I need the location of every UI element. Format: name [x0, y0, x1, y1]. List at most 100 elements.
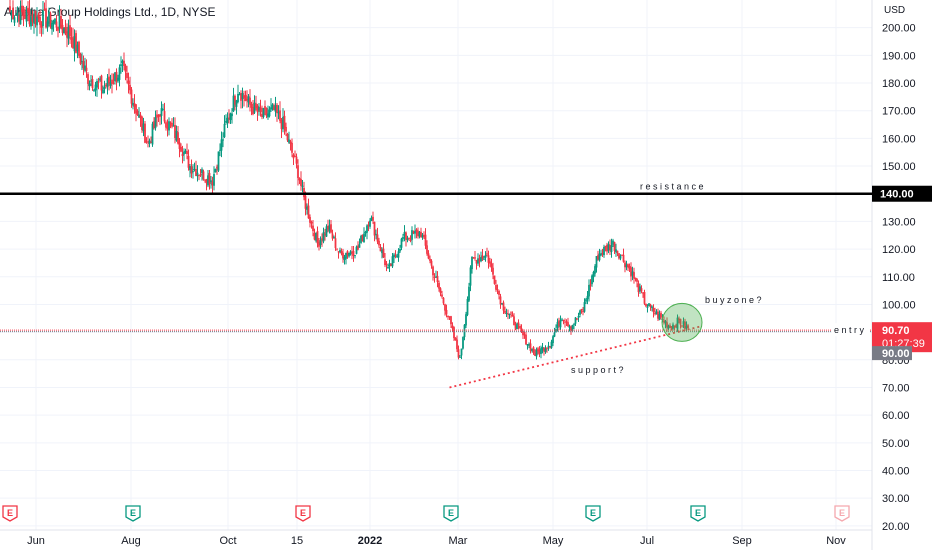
candle-body — [255, 103, 257, 109]
candle-body — [367, 224, 370, 226]
candle-body — [484, 254, 487, 258]
candle-body — [565, 321, 568, 323]
candle-body — [192, 171, 194, 173]
candle-body — [501, 303, 503, 305]
y-tick-label: 130.00 — [882, 216, 916, 228]
candle-body — [97, 81, 100, 83]
candle-body — [355, 246, 358, 254]
buyzone-circle[interactable] — [661, 302, 703, 342]
earnings-marker[interactable] — [690, 505, 706, 522]
candle-body — [390, 263, 392, 266]
candle-body — [130, 89, 133, 104]
candle-body — [451, 325, 454, 329]
candle-body — [507, 313, 509, 315]
candle-body — [610, 245, 613, 253]
candle-body — [213, 174, 215, 186]
earnings-marker[interactable] — [295, 505, 311, 522]
candle-body — [211, 181, 214, 186]
last-price-value: 90.70 — [882, 325, 910, 337]
candle-body — [316, 231, 319, 244]
candle-body — [459, 356, 461, 358]
candle-body — [169, 122, 172, 124]
candle-body — [142, 123, 145, 132]
candle-body — [52, 20, 55, 25]
candle-body — [643, 291, 646, 304]
candle-body — [318, 242, 320, 247]
candle-body — [216, 166, 218, 169]
candle-body — [208, 173, 211, 184]
candle-body — [363, 233, 365, 243]
candle-body — [265, 108, 268, 116]
candle-body — [445, 309, 448, 315]
support-label: s u p p o r t ? — [571, 365, 624, 375]
candle-body — [393, 254, 395, 258]
candle-body — [612, 240, 614, 245]
candle-body — [339, 250, 341, 253]
candle-body — [147, 141, 149, 143]
candle-body — [57, 27, 59, 31]
secondary-price-tag — [872, 346, 912, 361]
earnings-marker[interactable] — [2, 505, 18, 522]
candle-body — [547, 345, 550, 348]
candle-body — [264, 106, 266, 109]
candle-body — [426, 245, 428, 254]
candle-body — [268, 109, 271, 117]
earnings-marker[interactable] — [125, 505, 141, 522]
candle-body — [180, 146, 182, 152]
candle-body — [658, 314, 661, 320]
candle-body — [49, 13, 52, 28]
candle-body — [532, 347, 535, 353]
candle-body — [444, 304, 446, 311]
candle-body — [100, 75, 103, 91]
y-tick-label: 120.00 — [882, 244, 916, 256]
candle-body — [258, 106, 260, 111]
earnings-marker[interactable] — [443, 505, 459, 522]
candle-body — [651, 306, 653, 308]
y-tick-label: 190.00 — [882, 50, 916, 62]
candle-body — [514, 325, 517, 329]
candle-body — [636, 278, 638, 282]
candle-body — [78, 41, 80, 56]
candle-body — [12, 7, 14, 20]
candle-body — [48, 11, 50, 24]
candle-body — [99, 78, 101, 81]
candle-body — [607, 244, 610, 251]
candle-body — [270, 107, 272, 110]
candle-body — [403, 231, 406, 236]
candle-body — [84, 65, 86, 71]
candle-body — [585, 299, 587, 302]
candle-body — [222, 139, 224, 141]
candle-body — [550, 341, 553, 348]
candle-body — [525, 334, 527, 345]
candle-body — [513, 316, 515, 326]
price-axis[interactable] — [872, 0, 932, 550]
earnings-marker[interactable] — [834, 505, 850, 522]
candle-body — [138, 114, 140, 118]
candle-body — [13, 17, 16, 23]
candle-body — [76, 44, 79, 52]
candle-body — [172, 125, 175, 127]
support-line[interactable] — [449, 325, 701, 389]
candle-body — [153, 121, 155, 129]
candle-body — [435, 276, 437, 278]
candle-body — [70, 36, 73, 40]
candle-body — [540, 348, 542, 354]
candle-body — [556, 321, 559, 328]
earnings-marker[interactable] — [585, 505, 601, 522]
candle-body — [246, 98, 248, 101]
candle-body — [139, 114, 142, 119]
candle-body — [280, 120, 283, 130]
candle-body — [498, 290, 500, 295]
candle-body — [112, 82, 115, 84]
candle-body — [415, 229, 418, 232]
candle-body — [238, 94, 241, 96]
candle-body — [201, 169, 203, 174]
candle-body — [438, 282, 440, 289]
candle-body — [601, 252, 604, 255]
candle-body — [436, 275, 439, 282]
candle-body — [675, 325, 677, 328]
candle-body — [414, 230, 416, 234]
candle-body — [46, 21, 49, 28]
candle-body — [528, 344, 530, 346]
